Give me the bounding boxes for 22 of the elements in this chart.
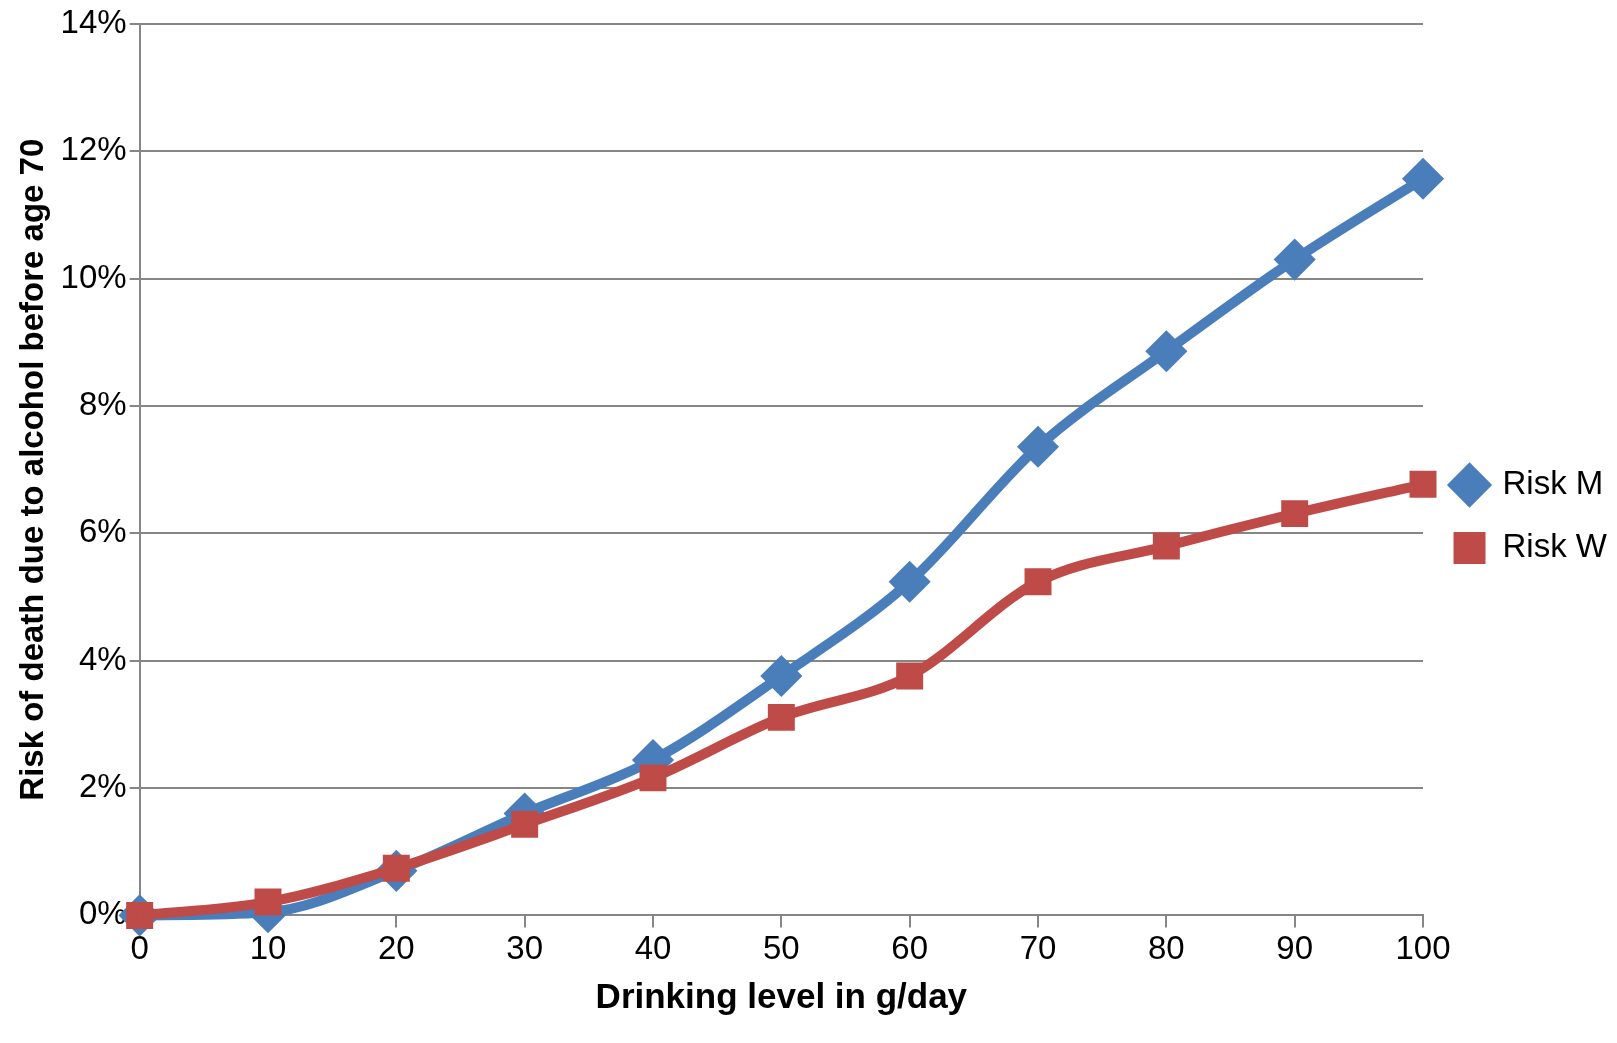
y-tick-label: 14% xyxy=(60,3,127,41)
x-tick-label: 10 xyxy=(249,929,287,967)
x-tick-label: 20 xyxy=(377,929,415,967)
y-tick-label: 6% xyxy=(78,512,127,550)
y-axis-title: Risk of death due to alcohol before age 70 xyxy=(12,138,50,801)
x-tick-label: 90 xyxy=(1276,929,1314,967)
x-tick-label: 50 xyxy=(762,929,800,967)
y-tick-label: 4% xyxy=(78,639,127,677)
x-tick-label: 0 xyxy=(130,929,149,967)
legend-label: Risk W xyxy=(1502,527,1608,565)
y-tick-label: 10% xyxy=(60,257,127,295)
x-tick-label: 70 xyxy=(1019,929,1057,967)
y-tick-label: 12% xyxy=(60,130,127,168)
x-tick-label: 80 xyxy=(1147,929,1185,967)
legend-label: Risk M xyxy=(1502,464,1604,502)
y-tick-label: 8% xyxy=(78,385,127,423)
x-tick-label: 60 xyxy=(891,929,929,967)
x-tick-label: 100 xyxy=(1395,929,1451,967)
x-tick-label: 40 xyxy=(634,929,672,967)
x-tick-label: 30 xyxy=(506,929,544,967)
x-axis-title: Drinking level in g/day xyxy=(595,975,968,1015)
y-tick-label: 2% xyxy=(78,767,127,805)
